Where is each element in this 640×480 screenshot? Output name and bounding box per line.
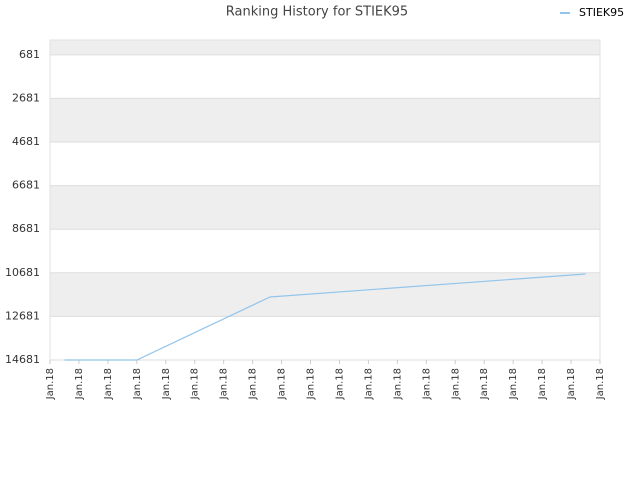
y-tick-label: 14681 <box>5 353 40 366</box>
x-tick-label: Jan.18 <box>190 368 201 400</box>
x-tick-label: Jan.18 <box>74 368 85 400</box>
x-tick-label: Jan.18 <box>219 368 230 400</box>
x-tick-label: Jan.18 <box>421 368 432 400</box>
band <box>50 40 600 55</box>
chart-title: Ranking History for STIEK95 <box>226 5 408 20</box>
x-tick-label: Jan.18 <box>334 368 345 400</box>
x-tick-label: Jan.18 <box>248 368 259 400</box>
band <box>50 142 600 186</box>
legend-label: STIEK95 <box>579 6 624 19</box>
y-tick-label: 2681 <box>12 91 40 104</box>
band <box>50 229 600 273</box>
y-tick-label: 12681 <box>5 309 40 322</box>
x-tick-label: Jan.18 <box>566 368 577 400</box>
x-tick-label: Jan.18 <box>537 368 548 400</box>
x-tick-label: Jan.18 <box>450 368 461 400</box>
y-tick-label: 4681 <box>12 135 40 148</box>
x-tick-label: Jan.18 <box>277 368 288 400</box>
x-tick-label: Jan.18 <box>132 368 143 400</box>
y-tick-label: 681 <box>19 48 40 61</box>
x-tick-label: Jan.18 <box>392 368 403 400</box>
line <box>64 273 586 361</box>
y-tick-label: 6681 <box>12 179 40 192</box>
x-tick-label: Jan.18 <box>161 368 172 400</box>
band <box>50 185 600 230</box>
y-tick-label: 8681 <box>12 222 40 235</box>
x-tick-label: Jan.18 <box>508 368 519 400</box>
x-tick-label: Jan.18 <box>363 368 374 400</box>
y-tick-label: 10681 <box>5 266 40 279</box>
x-tick-label: Jan.18 <box>595 368 606 400</box>
x-tick-label: Jan.18 <box>45 368 56 400</box>
x-tick-label: Jan.18 <box>306 368 317 400</box>
x-tick-label: Jan.18 <box>103 368 114 400</box>
band <box>50 316 600 360</box>
band <box>50 98 600 143</box>
x-tick-label: Jan.18 <box>479 368 490 400</box>
band <box>50 54 600 99</box>
